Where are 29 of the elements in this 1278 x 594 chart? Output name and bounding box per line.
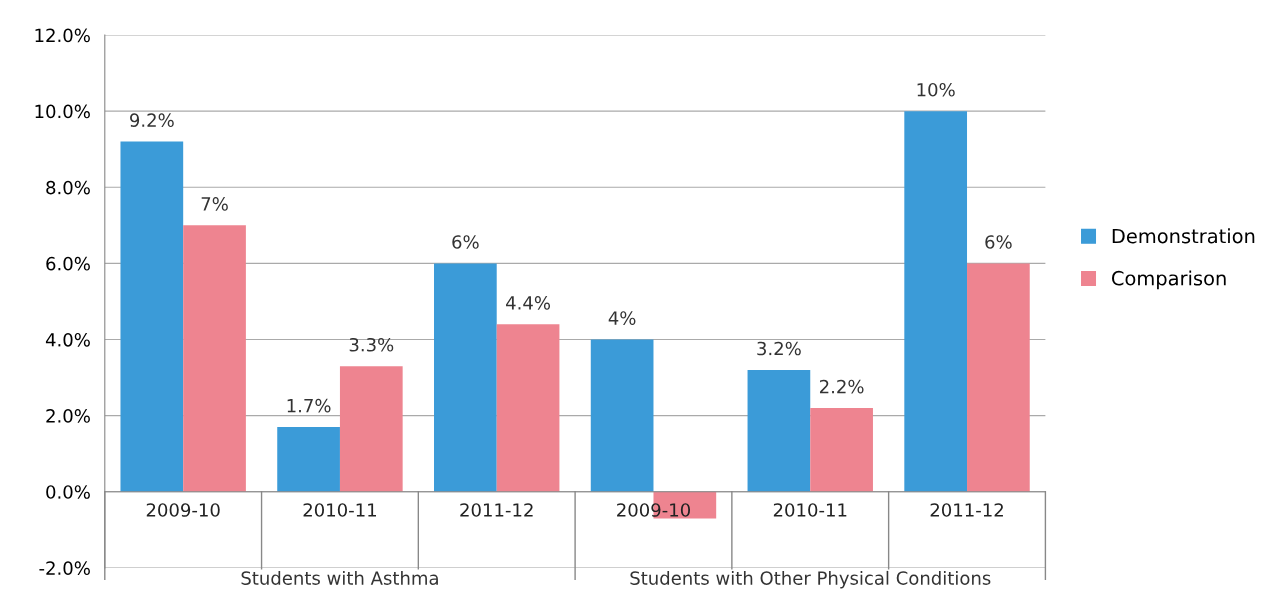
data-label: 3.2% bbox=[757, 341, 801, 356]
data-label: 6% bbox=[452, 235, 479, 249]
x-tick-label: 2011-12 bbox=[930, 503, 1003, 517]
y-tick-label: 2.0% bbox=[46, 409, 90, 423]
text: Students with Asthma bbox=[241, 570, 438, 585]
y-tick-label: 6.0% bbox=[46, 256, 90, 271]
y-tick-label: 0.0% bbox=[46, 485, 90, 499]
y-tick-label: -2.0% bbox=[39, 561, 90, 575]
y-tick-label: 4.0% bbox=[45, 332, 90, 347]
x-tick-label: 2011-12 bbox=[460, 503, 533, 517]
legend-label: Comparison bbox=[1111, 270, 1226, 290]
data-label: 10% bbox=[917, 82, 955, 97]
data-label: 3.3% bbox=[349, 337, 394, 352]
x-tick-label: 2010-11 bbox=[773, 503, 847, 517]
data-label: 9.2% bbox=[130, 113, 174, 127]
x-tick-label: 2009-10 bbox=[146, 503, 220, 517]
x-tick-label: 2010-11 bbox=[303, 503, 376, 517]
legend-label: Demonstration bbox=[1112, 228, 1255, 244]
y-tick-label: 12.0% bbox=[35, 28, 90, 43]
y-tick-label: 8.0% bbox=[46, 180, 90, 195]
x-tick-label: 2009-10 bbox=[617, 503, 690, 517]
data-label: 2.2% bbox=[819, 379, 864, 394]
data-label: 7% bbox=[201, 197, 228, 211]
data-label: 1.7% bbox=[287, 398, 331, 413]
y-tick-label: 10.0% bbox=[35, 104, 90, 119]
data-label: 6% bbox=[985, 235, 1012, 249]
data-label: 4.4% bbox=[506, 296, 551, 310]
text: Students with Other Physical Conditions bbox=[630, 570, 991, 589]
data-label: 4% bbox=[608, 311, 636, 325]
